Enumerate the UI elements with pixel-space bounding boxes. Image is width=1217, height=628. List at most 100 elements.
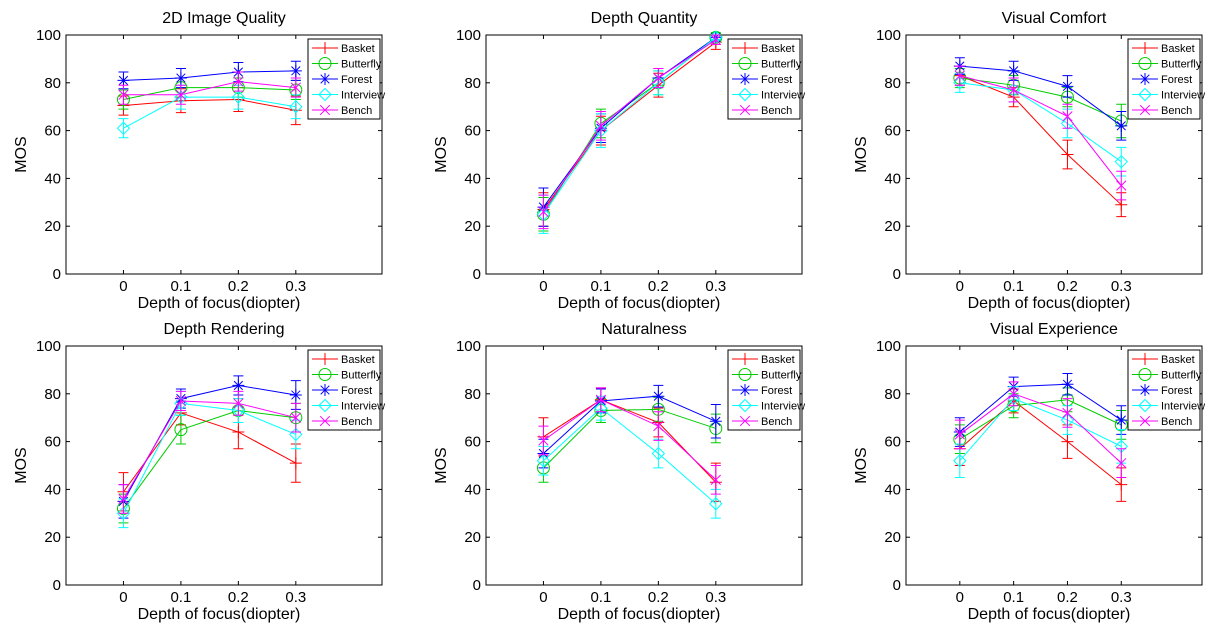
data-point [1061, 378, 1074, 391]
legend-label: Basket [341, 43, 375, 55]
legend-label: Butterfly [761, 370, 802, 382]
legend: Basket Butterfly Forest Interview Bench [1127, 38, 1205, 120]
legend-label: Butterfly [1161, 370, 1202, 382]
data-point [594, 401, 608, 415]
series-line [959, 77, 1122, 122]
data-point [651, 446, 666, 461]
data-point [290, 82, 301, 93]
plot-frame [65, 345, 383, 586]
legend-marker [1139, 104, 1151, 116]
series-line [123, 384, 296, 502]
y-tick-label: 0 [53, 577, 61, 594]
series-forest [953, 57, 1128, 141]
legend-label: Interview [761, 90, 805, 102]
data-point [595, 394, 607, 405]
data-point [1114, 154, 1128, 169]
y-axis-label: MOS [13, 447, 30, 483]
legend-label: Interview [761, 401, 805, 413]
series-forest [117, 60, 302, 90]
legend-marker [319, 384, 331, 396]
data-point [954, 429, 965, 440]
data-point [653, 72, 664, 84]
data-point [289, 64, 302, 77]
y-tick-label: 80 [884, 75, 901, 92]
legend-label: Interview [1161, 401, 1205, 413]
legend-label: Bench [341, 416, 372, 428]
legend-marker [1139, 73, 1151, 85]
data-point [1061, 148, 1074, 161]
data-point [953, 76, 967, 90]
series-interview [536, 30, 723, 234]
series-butterfly [116, 77, 303, 110]
data-point [289, 388, 302, 401]
y-tick-label: 80 [464, 75, 481, 92]
data-point [290, 412, 301, 423]
y-tick-label: 40 [464, 170, 481, 187]
data-point [174, 423, 188, 437]
series-interview [953, 386, 1128, 478]
y-tick-label: 100 [456, 338, 481, 355]
data-point [175, 89, 187, 100]
data-point [652, 390, 665, 403]
legend-label: Butterfly [1161, 59, 1202, 71]
y-tick-label: 0 [473, 577, 481, 594]
legend-marker [319, 42, 331, 54]
series-bench [538, 387, 721, 495]
series-line [543, 399, 717, 483]
x-tick-label: 0 [956, 589, 964, 606]
y-tick-label: 20 [44, 529, 61, 546]
series-line [959, 82, 1122, 163]
x-tick-label: 0.2 [1057, 278, 1078, 295]
series-line [123, 400, 296, 500]
y-tick-label: 60 [44, 123, 61, 140]
series-butterfly [536, 30, 723, 232]
x-tick-label: 0 [539, 278, 547, 295]
plot-frame [65, 34, 383, 275]
y-tick-label: 100 [876, 27, 901, 44]
x-tick-label: 0 [119, 278, 127, 295]
legend: Basket Butterfly Forest Interview Bench [727, 38, 805, 120]
x-tick-label: 0.2 [1057, 589, 1078, 606]
x-tick-label: 0 [539, 589, 547, 606]
x-tick-label: 0.1 [1003, 589, 1024, 606]
series-line [543, 36, 717, 215]
x-tick-label: 0.3 [705, 278, 726, 295]
data-point [710, 474, 721, 485]
data-point [1062, 111, 1073, 122]
series-butterfly [116, 398, 303, 524]
y-tick-label: 20 [464, 218, 481, 235]
x-tick-label: 0.3 [705, 589, 726, 606]
legend-label: Interview [341, 401, 385, 413]
data-point [1007, 64, 1020, 77]
data-point [1115, 478, 1128, 491]
chart-title: Naturalness [601, 321, 686, 338]
series-line [123, 402, 297, 514]
legend-marker [318, 87, 332, 102]
series-line [123, 412, 297, 493]
y-tick-label: 80 [884, 386, 901, 403]
data-point [953, 454, 967, 468]
legend-marker [1139, 353, 1151, 365]
data-point [536, 454, 551, 468]
series-line [959, 75, 1122, 186]
subplot-1: 2D Image Quality 0 20 40 60 80 100 0 0.1 0.2 0.3De… [13, 10, 385, 312]
series-line [543, 36, 717, 208]
legend-marker [1139, 42, 1151, 54]
y-tick-label: 0 [893, 266, 901, 283]
series-bench [118, 390, 301, 514]
data-point [233, 398, 244, 409]
y-axis-label: MOS [853, 136, 870, 172]
series-basket [953, 388, 1128, 502]
data-point [118, 493, 129, 505]
y-tick-label: 0 [53, 266, 61, 283]
series-line [959, 400, 1122, 486]
data-point [231, 403, 246, 418]
x-axis-label: Depth of focus(diopter) [968, 606, 1131, 623]
data-point [710, 34, 721, 45]
data-point [116, 121, 131, 135]
legend: Basket Butterfly Forest Interview Bench [307, 38, 385, 120]
legend-label: Bench [761, 105, 792, 117]
y-tick-label: 60 [884, 434, 901, 451]
legend-marker [739, 384, 751, 396]
legend: Basket Butterfly Forest Interview Bench [307, 349, 385, 431]
